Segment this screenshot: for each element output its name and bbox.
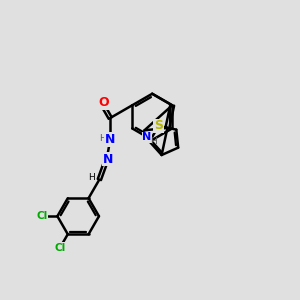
Text: N: N bbox=[103, 153, 113, 166]
Text: Cl: Cl bbox=[55, 243, 66, 253]
Text: S: S bbox=[154, 119, 163, 132]
Text: H: H bbox=[88, 173, 95, 182]
Text: Cl: Cl bbox=[36, 211, 48, 221]
Text: N: N bbox=[105, 133, 116, 146]
Text: H: H bbox=[99, 134, 106, 143]
Text: O: O bbox=[99, 96, 110, 109]
Text: H: H bbox=[150, 136, 157, 146]
Text: N: N bbox=[142, 132, 152, 142]
